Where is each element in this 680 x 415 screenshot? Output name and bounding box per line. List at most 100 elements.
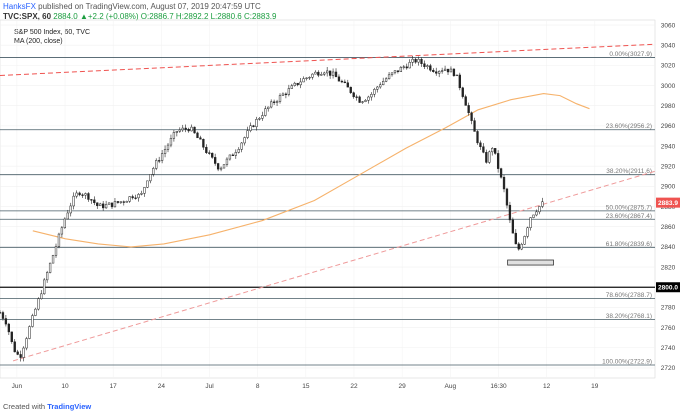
candle-body	[340, 80, 344, 83]
candle-body	[278, 95, 282, 102]
y-tick-label: 2820	[661, 264, 676, 271]
candle-body	[423, 63, 426, 67]
candle-body	[249, 125, 252, 131]
candle-body	[214, 157, 217, 164]
x-tick-label: 15	[302, 383, 310, 390]
candle-body	[541, 201, 544, 207]
candle-body	[432, 69, 435, 72]
candle-body	[458, 74, 461, 89]
candle-body	[488, 151, 491, 163]
candle-body	[334, 71, 338, 78]
author-name[interactable]: HanksFX	[3, 2, 36, 11]
candle-body	[43, 279, 46, 295]
ma-200-line	[32, 93, 590, 248]
candle-body	[485, 152, 488, 163]
candle-body	[464, 96, 467, 106]
candle-body	[467, 105, 470, 114]
candle-body	[187, 128, 190, 132]
fib-level-label: 0.00%(3027.9)	[609, 51, 652, 58]
candle-body	[514, 232, 517, 245]
candle-body	[446, 68, 450, 73]
candle-body	[505, 188, 509, 206]
candle-body	[440, 70, 444, 72]
price-label-box	[656, 197, 680, 208]
candle-body	[399, 66, 403, 72]
candle-body	[337, 76, 341, 82]
tradingview-logo[interactable]: TradingView	[47, 402, 92, 411]
symbol-name: TVC:SPX, 60	[3, 12, 52, 21]
candle-body	[302, 78, 305, 83]
candle-body	[48, 262, 52, 273]
candle-body	[538, 206, 541, 213]
candle-body	[169, 138, 173, 146]
candle-body	[311, 73, 314, 78]
x-tick-label: 8	[256, 383, 260, 390]
candle-body	[155, 160, 158, 169]
candle-body	[529, 217, 532, 228]
candle-body	[34, 308, 37, 316]
candle-body	[370, 94, 373, 98]
series-legend[interactable]: S&P 500 Index, 60, TVC	[14, 29, 91, 36]
candle-body	[28, 326, 31, 339]
candle-body	[482, 146, 485, 153]
candle-body	[240, 142, 243, 150]
candle-body	[237, 149, 240, 153]
candle-body	[57, 233, 61, 247]
candle-body	[113, 201, 117, 208]
y-tick-label: 3000	[661, 83, 676, 90]
x-tick-label: 12	[543, 383, 551, 390]
candle-body	[290, 85, 293, 89]
fib-level-label: 38.20%(2911.6)	[606, 168, 652, 175]
candle-body	[104, 204, 108, 209]
fib-level-label: 23.60%(2956.2)	[606, 123, 652, 130]
candle-body	[267, 106, 270, 110]
candle-body	[125, 201, 128, 203]
candle-body	[331, 71, 335, 76]
candle-body	[320, 74, 323, 76]
candle-body	[414, 58, 417, 63]
candle-body	[122, 201, 125, 203]
ohlc-values: 2884.0 ▲+2.2 (+0.08%) O:2886.7 H:2892.2 …	[53, 12, 277, 21]
candle-body	[13, 341, 16, 353]
candle-body	[78, 192, 81, 196]
candle-body	[476, 131, 479, 144]
candle-body	[255, 119, 258, 128]
x-tick-label: Jul	[205, 383, 214, 390]
candle-body	[275, 101, 279, 103]
candle-body	[470, 112, 473, 121]
candle-body	[508, 204, 512, 221]
candle-body	[452, 68, 456, 76]
candle-body	[494, 148, 497, 154]
y-tick-label: 2940	[661, 143, 676, 150]
candle-body	[308, 77, 311, 79]
x-tick-label: 19	[591, 383, 599, 390]
candle-body	[284, 93, 288, 96]
publish-text: published on TradingView.com, August 07,…	[38, 2, 261, 11]
ma-legend[interactable]: MA (200, close)	[14, 38, 63, 45]
candle-body	[387, 74, 391, 80]
candle-body	[258, 118, 261, 120]
candle-body	[193, 126, 196, 134]
fib-level-label: 100.00%(2722.9)	[602, 358, 652, 365]
candle-body	[243, 137, 246, 144]
publish-info: HanksFX published on TradingView.com, Au…	[3, 2, 261, 11]
candle-body	[523, 236, 526, 245]
candle-body	[54, 246, 58, 256]
candle-body	[361, 101, 364, 103]
candle-body	[87, 193, 90, 200]
candle-body	[60, 227, 64, 235]
candle-body	[402, 66, 405, 68]
candle-body	[479, 142, 482, 148]
candle-body	[429, 65, 432, 71]
candle-body	[234, 152, 237, 156]
candle-body	[178, 129, 181, 132]
candle-body	[205, 146, 208, 153]
candle-body	[75, 192, 78, 197]
grid-lines	[0, 19, 656, 379]
candle-body	[384, 78, 388, 82]
candle-body	[149, 174, 152, 182]
fib-level-label: 23.60%(2867.4)	[606, 213, 652, 220]
candle-body	[107, 202, 111, 205]
candle-body	[281, 93, 285, 96]
